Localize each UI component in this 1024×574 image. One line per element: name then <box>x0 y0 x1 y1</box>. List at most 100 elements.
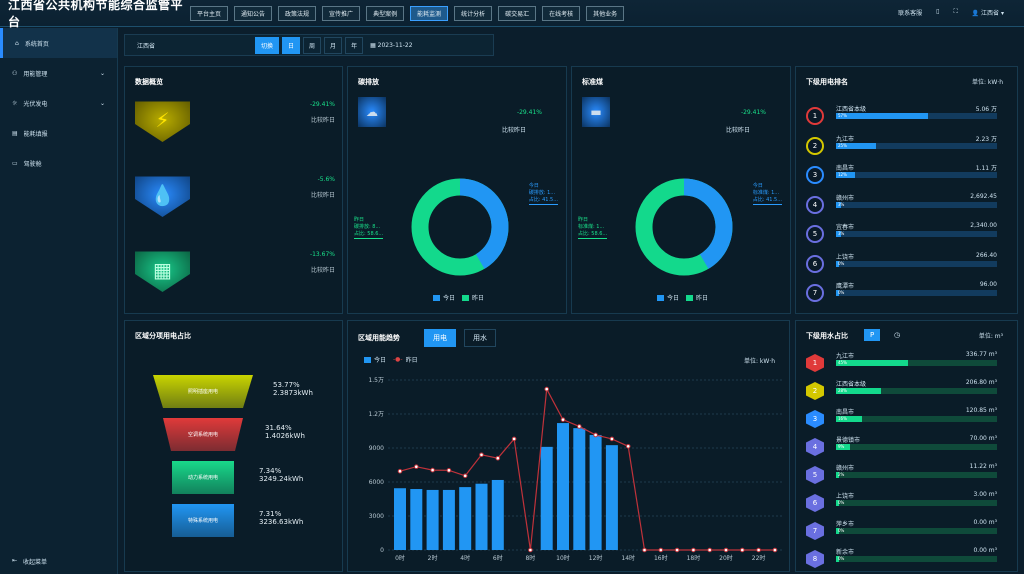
sidebar-item-home[interactable]: ⌂ 系统首页 <box>0 28 117 58</box>
date-value: 2023-11-22 <box>377 41 413 49</box>
legend-today: 今日 <box>443 295 456 302</box>
point-yesterday <box>642 547 647 553</box>
toggle-button[interactable]: P <box>864 329 881 341</box>
rank-value: 206.80 m³ <box>965 379 997 386</box>
nav-other[interactable]: 其他业务 <box>586 5 625 21</box>
point-yesterday <box>446 468 452 473</box>
point-yesterday <box>462 473 468 479</box>
rank-value: 96.00 <box>979 281 997 288</box>
date-picker[interactable]: ▦ 2023-11-22 <box>370 42 412 49</box>
point-yesterday <box>609 436 615 442</box>
rank-bar-fill: 2% <box>836 472 845 478</box>
point-yesterday <box>560 417 566 422</box>
bar-today <box>491 479 504 550</box>
tab-electricity[interactable]: 用电 <box>424 329 456 347</box>
app-title: 江西省公共机构节能综合监管平台 <box>8 0 184 29</box>
overview-row-solar: ▦ -13.67% 比较昨日 <box>135 247 335 307</box>
nav-promotion[interactable]: 宣传推广 <box>322 5 361 21</box>
rank-bar: 0% <box>836 290 997 296</box>
callout-line: 碳排放: 1... <box>528 190 556 196</box>
today-callout: 今日 标准煤: 1... 占比: 41.5... <box>752 183 782 205</box>
x-tick-label: 12时 <box>589 554 603 562</box>
legend-today: 今日 <box>667 295 680 302</box>
home-icon: ⌂ <box>15 39 19 47</box>
trend-chart: 0 3000 6000 9000 1.2万 1.5万 0时 2时 4时 6时 8时 10时 12时 14时… <box>368 377 783 562</box>
rank-name: 九江市 <box>836 135 855 143</box>
sidebar-item-solar[interactable]: ☼ 光伏发电 ⌄ <box>0 88 117 118</box>
panel-title: 数据概览 <box>135 78 163 86</box>
funnel-percent: 53.77% <box>273 381 300 389</box>
period-year[interactable]: 年 <box>345 36 364 54</box>
nav-platform-home[interactable]: 平台主页 <box>190 5 229 21</box>
period-day[interactable]: 日 <box>282 36 301 54</box>
user-menu[interactable]: 👤 江西省 ▾ <box>972 8 1004 17</box>
rank-value: 11.22 m³ <box>969 463 997 470</box>
legend-swatch-yesterday <box>686 294 694 301</box>
nav-assessment[interactable]: 在线考核 <box>542 5 581 21</box>
x-tick-label: 4时 <box>460 554 470 562</box>
nav-cases[interactable]: 典型案例 <box>366 5 405 21</box>
sidebar: ⌂ 系统首页 ⚇ 用能管理 ⌄ ☼ 光伏发电 ⌄ ▤ 能耗填报 ▭ 驾驶舱 ⇤ 收起菜单 <box>0 28 118 574</box>
point-yesterday <box>479 452 484 458</box>
rank-item: 7 鹰潭市 96.00 0% <box>806 281 997 308</box>
donut-panel: 标准煤 ▬ -29.41% 比较昨日 今日 标准煤: 1... 占比: 41.5..… <box>571 66 791 314</box>
period-month[interactable]: 月 <box>324 36 343 54</box>
x-tick-label: 16时 <box>654 554 668 562</box>
calendar-icon: ▦ <box>370 41 378 49</box>
chevron-down-icon: ⌄ <box>99 99 105 107</box>
solar-panel-icon: ▦ <box>135 251 190 292</box>
panel-title: 标准煤 <box>582 78 603 86</box>
y-tick-label: 1.5万 <box>368 377 384 384</box>
nav-statistics[interactable]: 统计分析 <box>454 5 493 21</box>
y-tick-label: 0 <box>380 547 384 554</box>
rank-value: 2,692.45 <box>970 192 997 200</box>
donut-slice-today <box>411 178 509 276</box>
nav-policy[interactable]: 政策法规 <box>278 5 317 21</box>
nav-monitoring[interactable]: 能耗监测 <box>410 5 449 21</box>
rank-name: 宜春市 <box>836 224 855 231</box>
collapse-icon: ⇤ <box>12 557 18 564</box>
funnel-label: 7.34% 3249.24kWh <box>259 467 303 483</box>
region-select[interactable]: 江西省 <box>137 42 156 50</box>
collapse-label: 收起菜单 <box>23 559 48 566</box>
tab-water[interactable]: 用水 <box>464 329 496 347</box>
nav-notices[interactable]: 通知公告 <box>234 5 273 21</box>
sidebar-item-energy[interactable]: ⚇ 用能管理 ⌄ <box>0 58 117 88</box>
funnel-label: 7.31% 3236.63kWh <box>259 510 303 526</box>
rank-bar-fill: 0% <box>836 290 845 296</box>
y-tick-label: 9000 <box>369 445 384 452</box>
rank-bar: 0% <box>836 556 997 562</box>
nav-carbon[interactable]: 碳交易汇 <box>498 5 537 21</box>
rank-badge: 3 <box>806 410 824 428</box>
rank-value: 5.06 万 <box>975 106 997 113</box>
rank-bar-fill: 3% <box>836 231 845 237</box>
top-nav: 平台主页 通知公告 政策法规 宣传推广 典型案例 能耗监测 统计分析 碳交易汇 … <box>190 5 625 21</box>
collapse-menu-button[interactable]: ⇤ 收起菜单 <box>12 557 47 566</box>
sidebar-item-cockpit[interactable]: ▭ 驾驶舱 <box>0 148 117 178</box>
notification-icon[interactable]: ▯ <box>936 8 940 15</box>
sidebar-item-label: 光伏发电 <box>23 100 48 108</box>
bar-today <box>589 434 602 550</box>
funnel-segment: 动力系统用电 <box>172 461 234 494</box>
monitor-icon: ▭ <box>12 159 18 167</box>
point-yesterday <box>593 432 598 438</box>
donut-legend: 今日 昨日 <box>657 293 708 302</box>
fullscreen-icon[interactable]: ⛶ <box>953 8 958 15</box>
overview-panel: 数据概览 ⚡ -29.41% 比较昨日 💧 -5.6% 比较昨日 ▦ -13.6… <box>124 66 343 314</box>
rank-badge: 7 <box>806 522 824 540</box>
point-yesterday <box>625 444 631 449</box>
callout-line: 占比: 58.6... <box>354 231 384 237</box>
switch-button[interactable]: 切换 <box>255 36 280 54</box>
rank-value: 0.00 m³ <box>973 547 997 554</box>
rank-bar: 0% <box>836 500 997 506</box>
funnel-percent: 7.34% <box>259 467 282 475</box>
sidebar-item-label: 用能管理 <box>23 70 48 78</box>
support-link[interactable]: 联系客服 <box>898 10 923 17</box>
period-week[interactable]: 周 <box>303 36 322 54</box>
sidebar-item-report[interactable]: ▤ 能耗填报 <box>0 118 117 148</box>
form-icon: ▤ <box>12 129 18 137</box>
change-percent: -5.6% <box>317 176 335 183</box>
rank-bar: 25% <box>836 142 997 149</box>
rank-name: 新余市 <box>836 549 855 556</box>
clock-icon[interactable]: ◷ <box>894 331 901 339</box>
